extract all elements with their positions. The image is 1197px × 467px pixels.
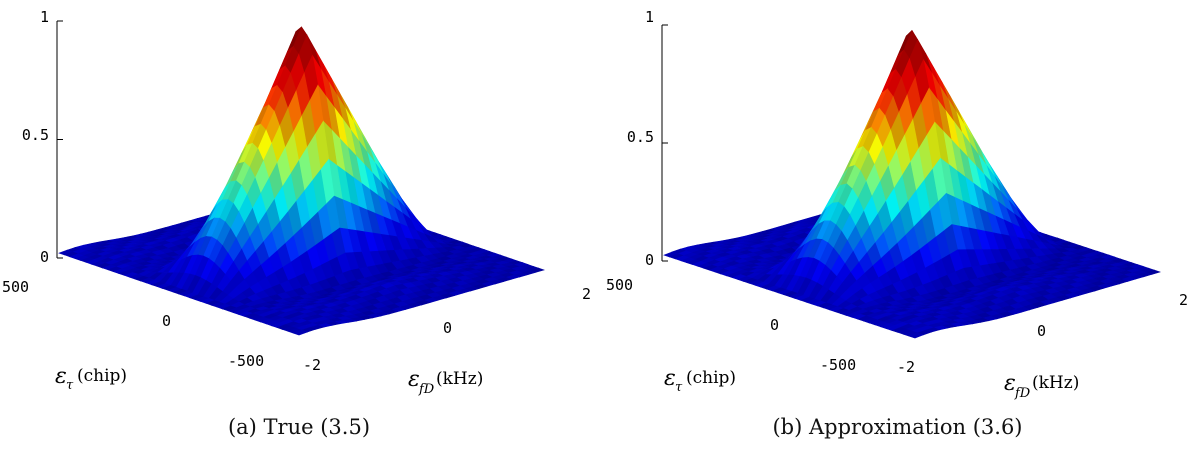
- doppler-tick-label: -2: [303, 356, 321, 374]
- tau-tick-label: 0: [770, 316, 779, 334]
- tau-tick-label: 500: [2, 278, 29, 296]
- surface-cell: [908, 332, 925, 339]
- z-tick-label: 0: [40, 248, 49, 266]
- tau-axis-unit: (chip): [77, 366, 127, 386]
- caption-a: (a) True (3.5): [227, 415, 371, 439]
- tau-axis-subscript: τ: [675, 380, 683, 395]
- doppler-axis-unit: (kHz): [1032, 373, 1079, 393]
- doppler-axis-unit: (kHz): [436, 369, 483, 389]
- tau-axis-unit: (chip): [686, 368, 736, 388]
- surface-mesh: [663, 29, 1162, 339]
- surface-cell: [292, 329, 309, 336]
- tau-axis-symbol: ε: [55, 364, 67, 389]
- tau-axis-label: ε τ (chip): [55, 364, 127, 393]
- doppler-tick-label: 2: [582, 285, 591, 303]
- tau-axis-symbol: ε: [664, 366, 676, 391]
- doppler-tick-label: 0: [443, 319, 452, 337]
- doppler-axis-symbol: ε: [1004, 371, 1016, 396]
- surface-mesh: [58, 26, 546, 336]
- tau-tick-label: -500: [228, 352, 264, 370]
- panel-a: 0 0.5 1 500 0 -500 -2 0 2 ε τ (chip) ε fD (kHz) (a) Tr…: [0, 0, 598, 467]
- panel-b: 0 0.5 1 500 0 -500 -2 0 2 ε τ (chip) ε fD (kHz) (b) Ap…: [598, 0, 1197, 467]
- z-tick-label: 1: [645, 8, 654, 26]
- tau-tick-label: -500: [820, 356, 856, 374]
- tau-axis-label: ε τ (chip): [664, 366, 736, 395]
- tau-axis-subscript: τ: [66, 378, 74, 393]
- z-tick-label: 0.5: [627, 128, 654, 146]
- z-tick-label: 0.5: [22, 126, 49, 144]
- z-tick-label: 1: [40, 8, 49, 26]
- z-tick-label: 0: [645, 251, 654, 269]
- tau-tick-label: 500: [606, 276, 633, 294]
- doppler-axis-label: ε fD(kHz): [1004, 371, 1079, 401]
- doppler-tick-label: -2: [897, 358, 915, 376]
- doppler-axis-label: ε fD(kHz): [408, 367, 483, 397]
- doppler-tick-label: 0: [1037, 322, 1046, 340]
- tau-tick-label: 0: [162, 312, 171, 330]
- doppler-axis-subscript: fD: [418, 382, 435, 397]
- caption-b: (b) Approximation (3.6): [772, 415, 1023, 439]
- doppler-axis-symbol: ε: [408, 367, 420, 392]
- doppler-tick-label: 2: [1179, 291, 1188, 309]
- doppler-axis-subscript: fD: [1014, 386, 1031, 401]
